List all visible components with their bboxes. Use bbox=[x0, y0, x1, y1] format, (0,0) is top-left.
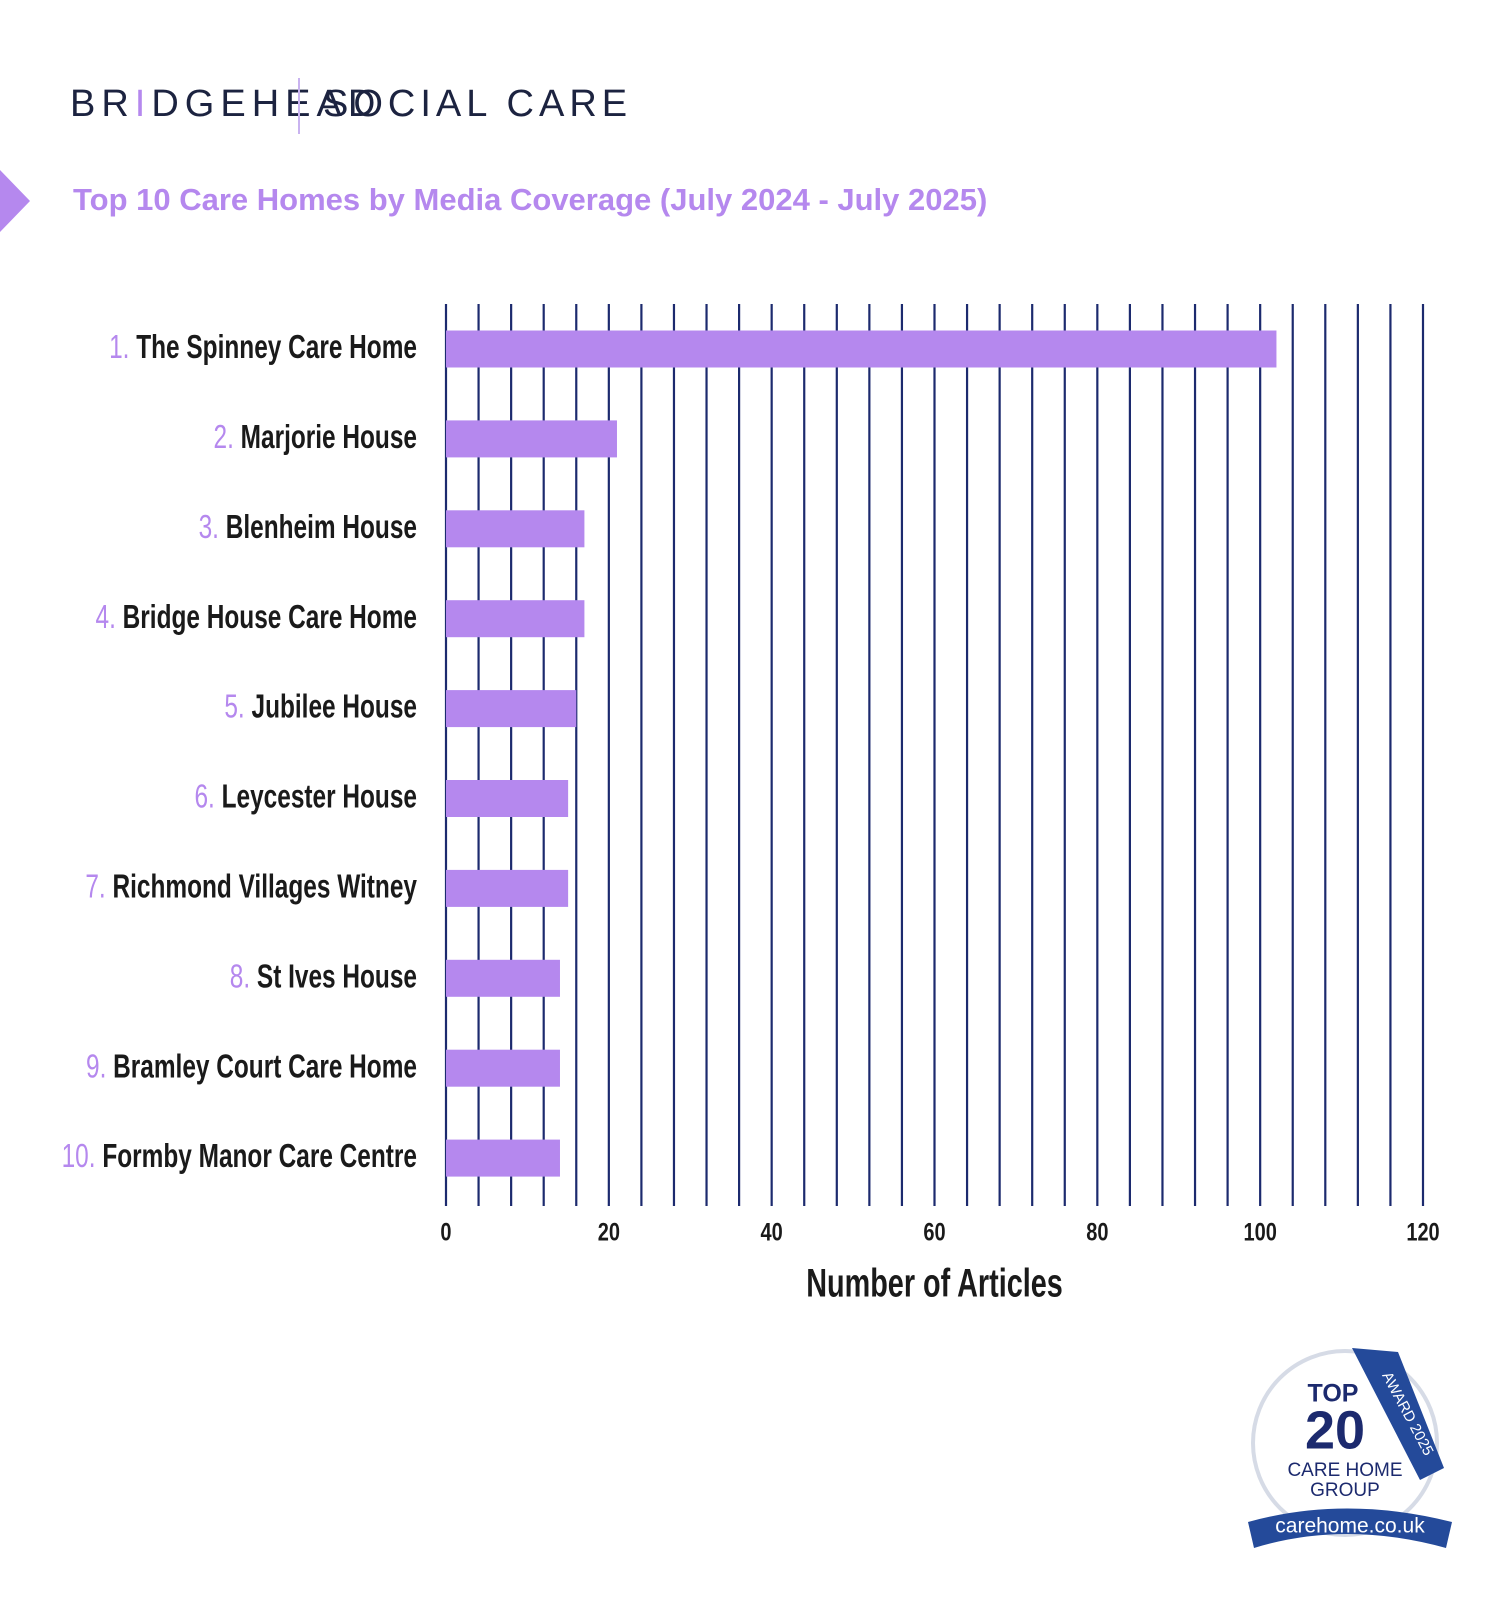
logo: BRIDGEHEAD SOCIAL CARE bbox=[70, 78, 632, 134]
y-tick-label: 4. Bridge House Care Home bbox=[96, 599, 417, 635]
y-tick-label: 7. Richmond Villages Witney bbox=[85, 869, 417, 905]
x-axis-title: Number of Articles bbox=[806, 1261, 1063, 1306]
plot: 0 20 40 60 80 100 120 Number of Articles 1. The … bbox=[62, 304, 1440, 1306]
bar bbox=[446, 780, 569, 817]
logo-brand: BRIDGEHEAD bbox=[70, 83, 381, 125]
badge-sash bbox=[1352, 1348, 1444, 1480]
category: St Ives House bbox=[257, 959, 417, 995]
category: Formby Manor Care Centre bbox=[102, 1138, 417, 1174]
y-tick-label: 2. Marjorie House bbox=[214, 419, 417, 455]
logo-part: BR bbox=[70, 83, 135, 125]
badge-line: GROUP bbox=[1310, 1480, 1380, 1501]
rank: 9. bbox=[86, 1049, 106, 1085]
x-tick-label: 120 bbox=[1406, 1219, 1439, 1247]
bar bbox=[446, 869, 569, 907]
rank: 5. bbox=[224, 689, 244, 725]
y-tick-label: 10. Formby Manor Care Centre bbox=[62, 1138, 417, 1174]
bar bbox=[446, 510, 585, 548]
bar bbox=[446, 330, 1277, 368]
rank: 4. bbox=[96, 599, 116, 635]
bar bbox=[446, 1139, 560, 1177]
badge-number: 20 bbox=[1305, 1400, 1365, 1460]
y-tick-label: 1. The Spinney Care Home bbox=[109, 329, 417, 365]
x-tick-label: 100 bbox=[1243, 1219, 1276, 1247]
logo-part: DGEHEAD bbox=[151, 83, 381, 125]
rank: 6. bbox=[194, 779, 214, 815]
category: Jubilee House bbox=[252, 689, 417, 725]
badge-line: CARE HOME bbox=[1287, 1460, 1402, 1481]
category: Richmond Villages Witney bbox=[112, 869, 417, 905]
category: Blenheim House bbox=[226, 509, 417, 545]
x-tick-label: 0 bbox=[440, 1219, 451, 1247]
badge-site: carehome.co.uk bbox=[1275, 1515, 1425, 1538]
rank: 7. bbox=[85, 869, 105, 905]
rank: 3. bbox=[199, 509, 219, 545]
chart-title: Top 10 Care Homes by Media Coverage (Jul… bbox=[73, 182, 987, 217]
category: Leycester House bbox=[222, 779, 417, 815]
x-tick-label: 80 bbox=[1086, 1219, 1108, 1247]
y-tick-label: 3. Blenheim House bbox=[199, 509, 417, 545]
y-tick-label: 6. Leycester House bbox=[194, 779, 417, 815]
category: Bridge House Care Home bbox=[123, 599, 417, 635]
bar bbox=[446, 690, 577, 728]
bar bbox=[446, 1049, 560, 1087]
x-tick-label: 40 bbox=[761, 1219, 783, 1247]
bar bbox=[446, 420, 617, 458]
title-marker bbox=[0, 170, 30, 232]
rank: 2. bbox=[214, 419, 234, 455]
bar bbox=[446, 600, 585, 638]
rank: 1. bbox=[109, 329, 129, 365]
y-tick-label: 9. Bramley Court Care Home bbox=[86, 1049, 417, 1085]
rank: 10. bbox=[62, 1138, 96, 1174]
y-tick-label: 8. St Ives House bbox=[230, 959, 417, 995]
x-tick-label: 60 bbox=[923, 1219, 945, 1247]
bar bbox=[446, 959, 560, 997]
badge-banner bbox=[1248, 1508, 1452, 1548]
category: Bramley Court Care Home bbox=[113, 1049, 417, 1085]
category: Marjorie House bbox=[241, 419, 417, 455]
logo-part: I bbox=[135, 83, 152, 125]
x-tick-label: 20 bbox=[598, 1219, 620, 1247]
logo-division: SOCIAL CARE bbox=[323, 83, 632, 125]
category: The Spinney Care Home bbox=[136, 329, 417, 365]
rank: 8. bbox=[230, 959, 250, 995]
badge-top: TOP bbox=[1308, 1380, 1359, 1408]
y-tick-label: 5. Jubilee House bbox=[224, 689, 417, 725]
badge: AWARD 2025 TOP 20 CARE HOME GROUP careho… bbox=[1248, 1348, 1452, 1548]
